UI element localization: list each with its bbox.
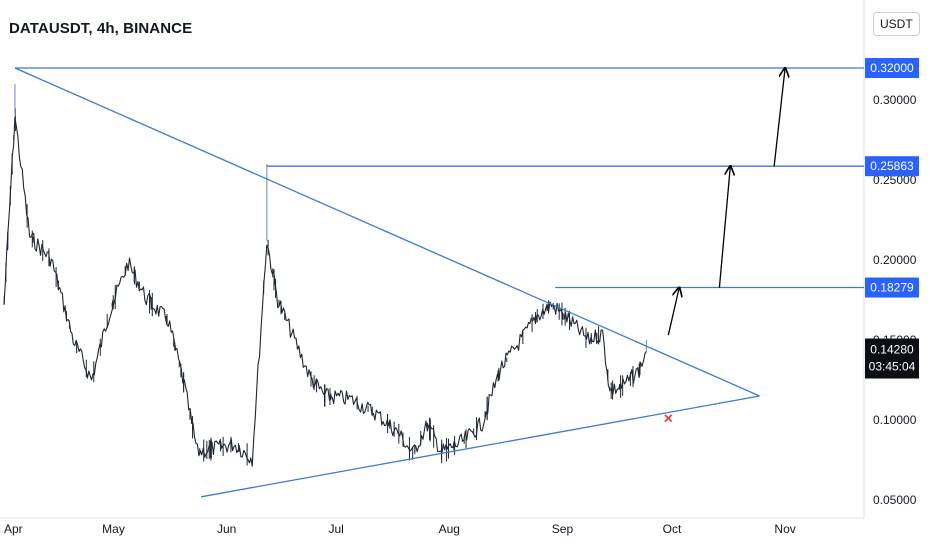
invalidation-cross-icon: × [664, 410, 673, 427]
x-tick-label: Aug [439, 522, 460, 536]
resistance-price-tag [865, 58, 919, 78]
triangle-upper-line [14, 67, 760, 397]
y-tick-label: 0.20000 [873, 253, 917, 267]
x-tick-label: Oct [663, 522, 682, 536]
currency-selector-button[interactable]: USDT [873, 12, 920, 36]
current-price-label: 0.14280 [870, 343, 914, 357]
triangle-lower-line [200, 395, 760, 498]
resistance-price-label: 0.32000 [870, 61, 914, 75]
price-series [3, 84, 648, 467]
y-tick-label: 0.10000 [873, 413, 917, 427]
symbol-title: DATAUSDT, 4h, BINANCE [9, 20, 193, 37]
x-tick-label: Jul [328, 522, 343, 536]
x-tick-label: Nov [774, 522, 795, 536]
x-tick-label: May [102, 522, 125, 536]
current-price-tag [865, 338, 919, 379]
x-tick-label: Apr [4, 522, 23, 536]
resistance-price-label: 0.18279 [870, 281, 914, 295]
projection-arrow [773, 68, 785, 167]
resistance-price-tag [865, 156, 919, 177]
projection-arrow [718, 166, 730, 288]
resistance-price-label: 0.25863 [870, 159, 914, 173]
y-tick-label: 0.30000 [873, 93, 917, 107]
price-line [3, 116, 647, 467]
x-tick-label: Jun [217, 522, 236, 536]
projection-arrow [667, 288, 679, 336]
x-tick-label: Sep [552, 522, 574, 536]
resistance-price-tag [865, 277, 919, 298]
candle-countdown: 03:45:04 [869, 360, 916, 374]
y-tick-label: 0.05000 [873, 493, 917, 507]
y-tick-label: 0.25000 [873, 173, 917, 187]
